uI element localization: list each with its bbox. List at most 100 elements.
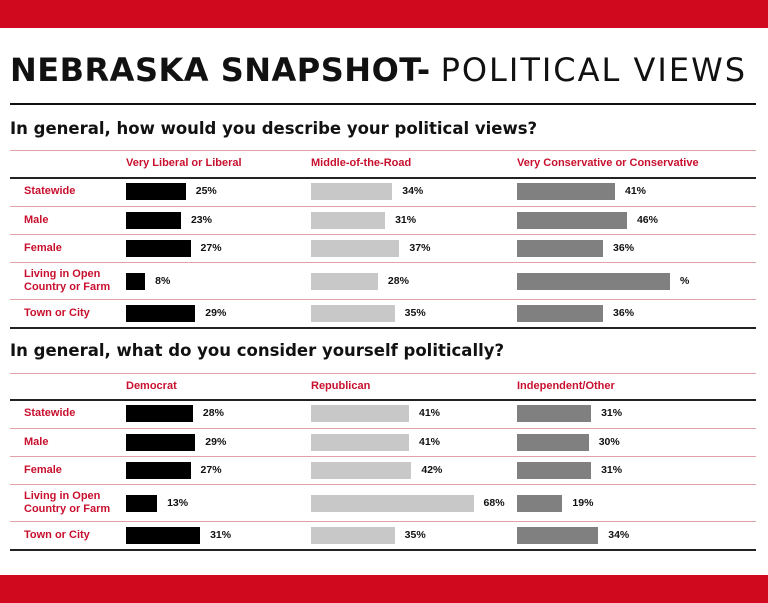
bar <box>311 495 474 512</box>
column-header-1: Very Liberal or Liberal <box>126 157 242 169</box>
data-label: 37% <box>409 242 431 254</box>
data-label: 28% <box>202 407 224 419</box>
bar <box>126 462 191 479</box>
row-divider <box>10 549 756 551</box>
bar <box>517 462 592 479</box>
bar <box>126 240 191 257</box>
row-divider <box>10 456 756 457</box>
bar <box>311 305 395 322</box>
data-label: 42% <box>421 464 443 476</box>
data-label: 34% <box>608 529 630 541</box>
column-header-2: Middle-of-the-Road <box>311 157 412 169</box>
data-label: 41% <box>418 436 440 448</box>
row-label: Female <box>24 464 62 477</box>
data-label: 29% <box>205 307 227 319</box>
bar <box>311 183 393 200</box>
bar <box>126 305 196 322</box>
bar <box>126 434 196 451</box>
bar <box>126 183 186 200</box>
bar <box>126 495 158 512</box>
data-label: 29% <box>205 436 227 448</box>
row-label-line: Town or City <box>24 528 90 541</box>
bar <box>311 240 400 257</box>
row-label: Female <box>24 242 62 255</box>
title-rule <box>10 103 756 105</box>
row-label-line: Living in Open <box>24 268 101 280</box>
data-label: 35% <box>404 307 426 319</box>
data-label: 19% <box>572 497 594 509</box>
row-label-line: Female <box>24 463 62 476</box>
data-label: 31% <box>601 464 623 476</box>
row-label: Statewide <box>24 185 75 198</box>
row-label: Male <box>24 214 48 227</box>
bar <box>311 462 412 479</box>
column-header-3: Very Conservative or Conservative <box>517 157 699 169</box>
column-header-2: Republican <box>311 380 371 392</box>
bar <box>311 212 386 229</box>
bar <box>311 273 378 290</box>
data-label: 27% <box>200 242 222 254</box>
row-divider <box>10 428 756 429</box>
row-label: Town or City <box>24 529 90 542</box>
row-label-line: Country or Farm <box>24 503 111 515</box>
title-bold: NEBRASKA SNAPSHOT- <box>10 51 431 89</box>
data-label: 36% <box>613 242 635 254</box>
data-label: 30% <box>598 436 620 448</box>
row-divider <box>10 206 756 207</box>
data-label: % <box>679 275 690 287</box>
bar <box>126 273 146 290</box>
bar <box>126 527 201 544</box>
data-label: 23% <box>190 214 212 226</box>
bar <box>126 212 181 229</box>
bar <box>517 495 563 512</box>
data-label: 27% <box>200 464 222 476</box>
row-label-line: Male <box>24 213 49 226</box>
row-label: Male <box>24 436 48 449</box>
row-divider <box>10 399 756 401</box>
bar <box>311 434 409 451</box>
title-light: POLITICAL VIEWS <box>440 51 748 89</box>
page-title: NEBRASKA SNAPSHOT- POLITICAL VIEWS <box>10 50 747 90</box>
row-label-line: Town or City <box>24 306 90 319</box>
data-label: 31% <box>601 407 623 419</box>
row-divider <box>10 521 756 522</box>
data-label: 31% <box>395 214 417 226</box>
row-label-line: Statewide <box>24 406 76 419</box>
row-label: Statewide <box>24 407 75 420</box>
data-label: 13% <box>167 497 189 509</box>
bar <box>517 405 592 422</box>
row-divider <box>10 177 756 179</box>
bar <box>517 240 604 257</box>
data-label: 34% <box>402 185 424 197</box>
data-label: 28% <box>387 275 409 287</box>
header-top-line <box>10 373 756 374</box>
data-label: 31% <box>210 529 232 541</box>
data-label: 41% <box>624 185 646 197</box>
data-label: 68% <box>483 497 505 509</box>
row-divider <box>10 327 756 329</box>
row-divider <box>10 484 756 485</box>
bar <box>311 527 395 544</box>
row-label-line: Country or Farm <box>24 281 111 293</box>
row-divider <box>10 234 756 235</box>
row-divider <box>10 299 756 300</box>
bar <box>517 212 627 229</box>
bottom-red-band <box>0 575 768 603</box>
data-label: 25% <box>195 185 217 197</box>
row-label: Town or City <box>24 307 90 320</box>
bar <box>517 434 589 451</box>
column-header-1: Democrat <box>126 380 177 392</box>
row-label: Living in Open Country or Farm <box>24 268 110 294</box>
column-header-3: Independent/Other <box>517 380 615 392</box>
question-2: In general, what do you consider yoursel… <box>10 341 505 360</box>
data-label: 46% <box>636 214 658 226</box>
row-label-line: Female <box>24 241 62 254</box>
bar <box>517 527 599 544</box>
data-label: 36% <box>613 307 635 319</box>
data-label: 35% <box>404 529 426 541</box>
header-top-line <box>10 150 756 151</box>
row-label-line: Statewide <box>24 184 76 197</box>
row-label-line: Male <box>24 435 49 448</box>
data-label: 8% <box>155 275 171 287</box>
row-divider <box>10 262 756 263</box>
